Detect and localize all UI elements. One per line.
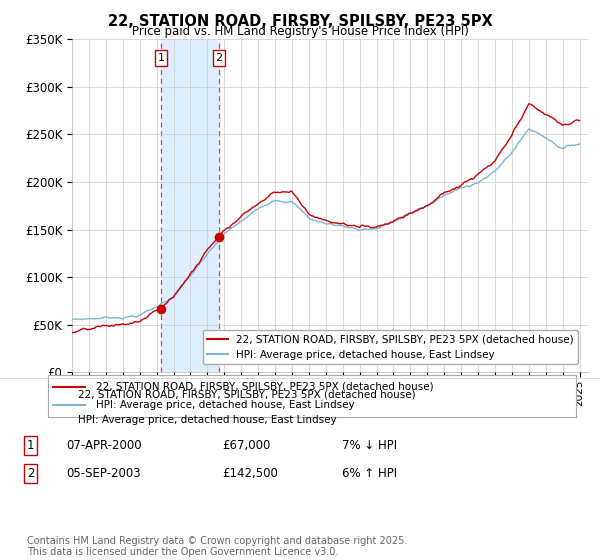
Text: 05-SEP-2003: 05-SEP-2003: [66, 466, 140, 480]
Text: 22, STATION ROAD, FIRSBY, SPILSBY, PE23 5PX (detached house): 22, STATION ROAD, FIRSBY, SPILSBY, PE23 …: [95, 382, 433, 392]
Text: 07-APR-2000: 07-APR-2000: [66, 438, 142, 452]
Text: Price paid vs. HM Land Registry's House Price Index (HPI): Price paid vs. HM Land Registry's House …: [131, 25, 469, 38]
Text: £142,500: £142,500: [222, 466, 278, 480]
Legend: 22, STATION ROAD, FIRSBY, SPILSBY, PE23 5PX (detached house), HPI: Average price: 22, STATION ROAD, FIRSBY, SPILSBY, PE23 …: [203, 330, 578, 364]
Text: 1: 1: [158, 53, 164, 63]
Text: 1: 1: [27, 438, 35, 452]
Text: £67,000: £67,000: [222, 438, 271, 452]
Text: 6% ↑ HPI: 6% ↑ HPI: [342, 466, 397, 480]
Text: 2: 2: [215, 53, 223, 63]
Text: 22, STATION ROAD, FIRSBY, SPILSBY, PE23 5PX: 22, STATION ROAD, FIRSBY, SPILSBY, PE23 …: [107, 14, 493, 29]
Text: Contains HM Land Registry data © Crown copyright and database right 2025.
This d: Contains HM Land Registry data © Crown c…: [27, 535, 407, 557]
Text: 7% ↓ HPI: 7% ↓ HPI: [342, 438, 397, 452]
Text: HPI: Average price, detached house, East Lindsey: HPI: Average price, detached house, East…: [78, 415, 337, 425]
Bar: [161, 39, 219, 372]
Text: 2: 2: [27, 466, 35, 480]
Text: 22, STATION ROAD, FIRSBY, SPILSBY, PE23 5PX (detached house): 22, STATION ROAD, FIRSBY, SPILSBY, PE23 …: [78, 390, 416, 400]
Text: HPI: Average price, detached house, East Lindsey: HPI: Average price, detached house, East…: [95, 400, 354, 410]
